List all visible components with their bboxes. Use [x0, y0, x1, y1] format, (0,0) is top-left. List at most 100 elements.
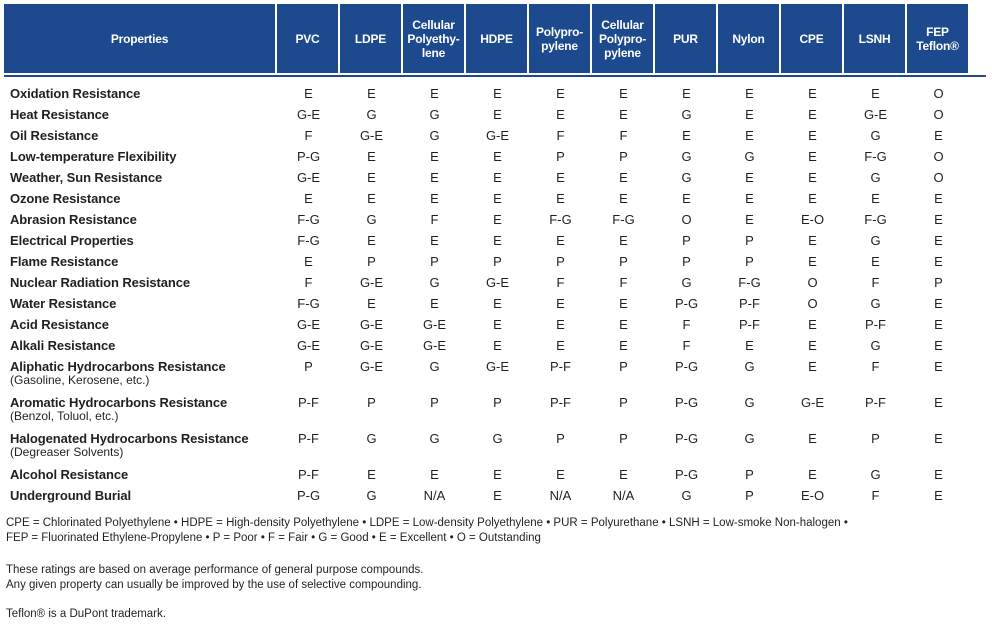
rating-cell: G [492, 431, 503, 446]
rating-cell: E-O [800, 488, 825, 503]
rating-cell: G [744, 431, 755, 446]
rating-cell: P-F [739, 317, 760, 332]
rating-cell: E [493, 233, 502, 248]
rating-cell: E [934, 467, 943, 482]
rating-cell: E [430, 170, 439, 185]
rating-cell: F [556, 275, 565, 290]
header-line: Polypro- [535, 24, 584, 39]
rating-cell: E [934, 338, 943, 353]
rating-cell: P [367, 395, 376, 410]
rating-cell: E [745, 107, 754, 122]
table-row: Alcohol Resistance P-F E E E E E P-G P E G E [4, 464, 986, 485]
rating-cell: E [367, 170, 376, 185]
property-cell: Oil Resistance [4, 125, 277, 143]
rating-cell: E [934, 317, 943, 332]
header-line: Teflon® [916, 38, 959, 53]
rating-cell: E [367, 296, 376, 311]
rating-cell: G [744, 149, 755, 164]
rating-cell: E [934, 488, 943, 503]
property-name: Oxidation Resistance [10, 86, 141, 101]
rating-cell: E [367, 467, 376, 482]
rating-cell: O [807, 296, 818, 311]
rating-cell: P-F [865, 395, 886, 410]
property-cell: Nuclear Radiation Resistance [4, 272, 277, 290]
property-subtext: (Gasoline, Kerosene, etc.) [10, 373, 150, 387]
header-line: HDPE [480, 31, 513, 46]
header-hdpe: HDPE [466, 4, 527, 73]
property-name: Low-temperature Flexibility [10, 149, 177, 164]
property-name: Water Resistance [10, 296, 117, 311]
rating-cell: P [430, 395, 439, 410]
rating-cell: E [493, 488, 502, 503]
rating-cell: P [619, 149, 628, 164]
rating-cell: E [934, 395, 943, 410]
rating-cell: G [366, 212, 377, 227]
rating-cell: G [366, 107, 377, 122]
rating-cell: F-G [864, 149, 887, 164]
header-line: LDPE [354, 31, 387, 46]
rating-cell: G-E [359, 275, 384, 290]
rating-cell: E [367, 149, 376, 164]
rating-cell: E [808, 254, 817, 269]
property-name: Acid Resistance [10, 317, 109, 332]
property-name: Halogenated Hydrocarbons Resistance [10, 431, 249, 446]
rating-cell: E [682, 128, 691, 143]
rating-cell: E [934, 212, 943, 227]
ratings-note: These ratings are based on average perfo… [6, 563, 423, 593]
rating-cell: G-E [296, 338, 321, 353]
rating-cell: E [808, 431, 817, 446]
rating-cell: E [871, 86, 880, 101]
rating-cell: E [367, 86, 376, 101]
property-cell: Oxidation Resistance [4, 83, 277, 101]
rating-cell: G [429, 128, 440, 143]
rating-cell: G [366, 431, 377, 446]
rating-cell: E [493, 317, 502, 332]
header-line: Polyethy- [407, 31, 460, 46]
rating-cell: O [807, 275, 818, 290]
rating-cell: F-G [864, 212, 887, 227]
rating-cell: E [556, 296, 565, 311]
rating-cell: G-E [485, 128, 510, 143]
table-row: Water Resistance F-G E E E E E P-G P-F O G E [4, 293, 986, 314]
rating-cell: G-E [359, 338, 384, 353]
rating-cell: E [430, 296, 439, 311]
table-body: Oxidation Resistance E E E E E E E E E E O Heat Resi… [4, 83, 986, 506]
rating-cell: P-G [674, 395, 699, 410]
legend-line: CPE = Chlorinated Polyethylene • HDPE = … [6, 517, 848, 529]
header-nylon: Nylon [718, 4, 779, 73]
rating-cell: G [681, 170, 692, 185]
table-row: Low-temperature Flexibility P-G E E E P P G G E F-… [4, 146, 986, 167]
rating-cell: P-F [298, 467, 319, 482]
property-name: Weather, Sun Resistance [10, 170, 163, 185]
header-line: FEP [926, 24, 949, 39]
rating-cell: P [619, 395, 628, 410]
rating-cell: G-E [800, 395, 825, 410]
property-cell: Acid Resistance [4, 314, 277, 332]
rating-cell: E [493, 170, 502, 185]
rating-cell: E [808, 317, 817, 332]
property-name: Aliphatic Hydrocarbons Resistance [10, 359, 226, 374]
header-pvc: PVC [277, 4, 338, 73]
rating-cell: E [745, 170, 754, 185]
rating-cell: E [934, 254, 943, 269]
property-cell: Electrical Properties [4, 230, 277, 248]
rating-cell: P-G [674, 296, 699, 311]
rating-cell: E [556, 86, 565, 101]
rating-cell: E [808, 191, 817, 206]
property-cell: Alcohol Resistance [4, 464, 277, 482]
header-line: CPE [799, 31, 824, 46]
rating-cell: G [870, 170, 881, 185]
rating-cell: F [682, 338, 691, 353]
rating-cell: E [430, 467, 439, 482]
rating-cell: P [934, 275, 943, 290]
rating-cell: G-E [359, 128, 384, 143]
trademark-note: Teflon® is a DuPont trademark. [6, 607, 166, 622]
rating-cell: E [430, 191, 439, 206]
rating-cell: G [429, 275, 440, 290]
header-properties-label: Properties [110, 31, 169, 46]
property-cell: Aromatic Hydrocarbons Resistance (Benzol,… [4, 392, 277, 423]
rating-cell: P-F [865, 317, 886, 332]
rating-cell: G [366, 488, 377, 503]
rating-cell: G-E [296, 317, 321, 332]
rating-cell: E [619, 467, 628, 482]
